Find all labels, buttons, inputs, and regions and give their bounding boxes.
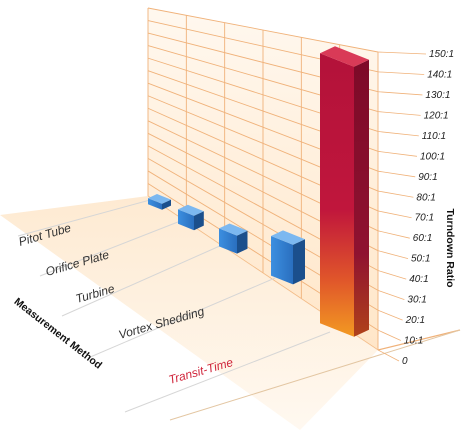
tick-label: 60:1: [413, 233, 432, 244]
tick-mark: [377, 131, 419, 137]
tick-label: 130:1: [425, 90, 450, 101]
y-axis-title: Turndown Ratio: [444, 208, 456, 287]
bar-orifice-plate: [178, 204, 204, 231]
tick-label: 10:1: [404, 336, 423, 347]
floor-divider: [87, 277, 276, 359]
floor-front-edge: [169, 329, 461, 421]
bar-side: [162, 199, 171, 210]
tick-mark: [377, 170, 416, 178]
tick-label: 140:1: [427, 69, 452, 80]
bar-turbine: [219, 223, 248, 254]
floor-divider: [39, 219, 184, 277]
floor-divider: [124, 331, 331, 413]
tick-label: 90:1: [418, 172, 437, 183]
tick-label: 80:1: [416, 192, 435, 203]
tick-label: 50:1: [411, 254, 430, 265]
tick-mark: [377, 190, 414, 198]
tick-mark: [377, 329, 401, 341]
tick-mark: [377, 290, 405, 300]
floor-divider: [17, 199, 151, 237]
tick-mark: [377, 51, 427, 55]
tick-label: 30:1: [407, 295, 426, 306]
tick-mark: [377, 71, 425, 75]
bar-top: [271, 230, 305, 245]
tick-label: 0: [402, 356, 408, 367]
bar-pitot-tube: [148, 194, 171, 210]
tick-mark: [377, 309, 403, 321]
bar-top: [219, 223, 248, 236]
tick-mark: [377, 349, 400, 362]
bar-side: [237, 230, 248, 254]
tick-label: 40:1: [409, 274, 428, 285]
bar-side: [293, 239, 305, 285]
bar-top: [178, 204, 204, 216]
tick-label: 70:1: [415, 213, 434, 224]
floor-divider: [61, 244, 223, 317]
bar-front: [320, 53, 354, 337]
bar-front: [271, 236, 293, 285]
bar-side: [354, 59, 369, 337]
floor-right-edge: [377, 329, 461, 351]
tick-mark: [377, 230, 410, 239]
tick-mark: [377, 91, 423, 96]
tick-mark: [377, 111, 421, 116]
tick-mark: [377, 270, 407, 280]
bars: [148, 46, 369, 337]
tick-label: 120:1: [424, 110, 449, 121]
tick-mark: [377, 250, 409, 260]
category-label: Turbine: [74, 281, 116, 306]
tick-mark: [377, 150, 418, 157]
x-axis-title: Measurement Method: [12, 296, 104, 372]
tick-label: 100:1: [420, 151, 445, 162]
bar-top: [320, 46, 369, 67]
bar-side: [194, 211, 204, 231]
tick-mark: [377, 210, 412, 219]
tick-label: 20:1: [405, 315, 425, 326]
tick-label: 110:1: [422, 131, 446, 142]
bar-vortex-shedding: [271, 230, 305, 285]
bar-transit-time: [320, 46, 369, 337]
floor-plane: [0, 196, 461, 430]
y-axis-ticks: 0 10:1 20:1 30:1 40:1 50:1 60:1 70:1 80:1 90:1 100…: [377, 49, 454, 367]
bar-front: [148, 198, 162, 210]
bar-front: [178, 209, 194, 231]
bar-front: [219, 228, 237, 254]
tick-label: 150:1: [429, 49, 454, 60]
bar-top: [148, 194, 171, 204]
